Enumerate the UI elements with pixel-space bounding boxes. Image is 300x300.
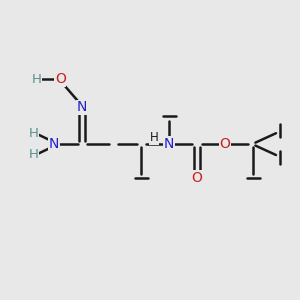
Text: H: H [29,148,39,161]
Text: H: H [150,131,159,144]
Text: N: N [164,137,174,151]
Text: H: H [32,73,42,86]
Text: N: N [49,137,59,151]
Text: O: O [55,72,66,86]
Text: H: H [29,127,39,140]
Text: O: O [192,171,203,185]
Text: N: N [77,100,88,114]
Text: O: O [220,137,230,151]
